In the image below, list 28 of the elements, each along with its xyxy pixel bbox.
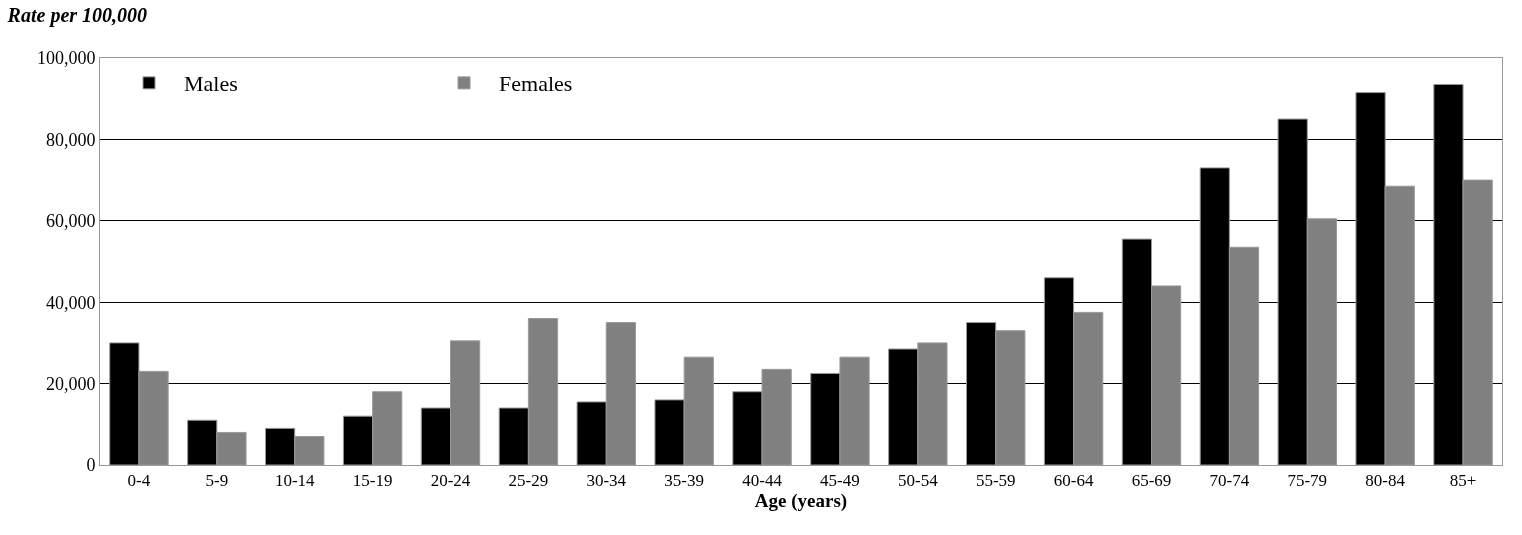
legend-label: Males (184, 71, 238, 97)
x-tick-label: 85+ (1449, 471, 1477, 491)
chart-title: Rate per 100,000 (6, 4, 148, 28)
x-tick-label: 25-29 (508, 471, 549, 491)
x-tick-label: 50-54 (897, 471, 939, 491)
x-tick-label: 75-79 (1287, 471, 1328, 491)
x-tick-label: 40-44 (742, 471, 783, 491)
y-tick-label: 0 (86, 455, 96, 476)
x-tick-label: 35-39 (664, 471, 705, 491)
x-tick-label: 10-14 (274, 471, 316, 491)
y-tick-label: 100,000 (36, 48, 96, 69)
x-tick-label: 65-69 (1131, 471, 1172, 491)
x-axis-title: Age (years) (754, 490, 848, 513)
x-tick-label: 45-49 (820, 471, 860, 491)
legend-label: Females (499, 71, 573, 97)
y-tick-label: 40,000 (45, 292, 96, 313)
y-tick-label: 20,000 (45, 373, 96, 394)
x-tick-label: 55-59 (975, 471, 1016, 491)
x-tick-label: 15-19 (352, 471, 393, 491)
x-tick-label: 70-74 (1209, 471, 1250, 491)
x-tick-label: 30-34 (586, 471, 627, 491)
x-tick-label: 0-4 (127, 471, 151, 491)
x-tick-label: 80-84 (1365, 471, 1406, 491)
x-tick-label: 20-24 (430, 471, 471, 491)
y-tick-label: 80,000 (45, 129, 96, 150)
x-tick-label: 5-9 (205, 471, 229, 491)
x-tick-label: 60-64 (1053, 471, 1094, 491)
y-tick-label: 60,000 (45, 211, 96, 232)
